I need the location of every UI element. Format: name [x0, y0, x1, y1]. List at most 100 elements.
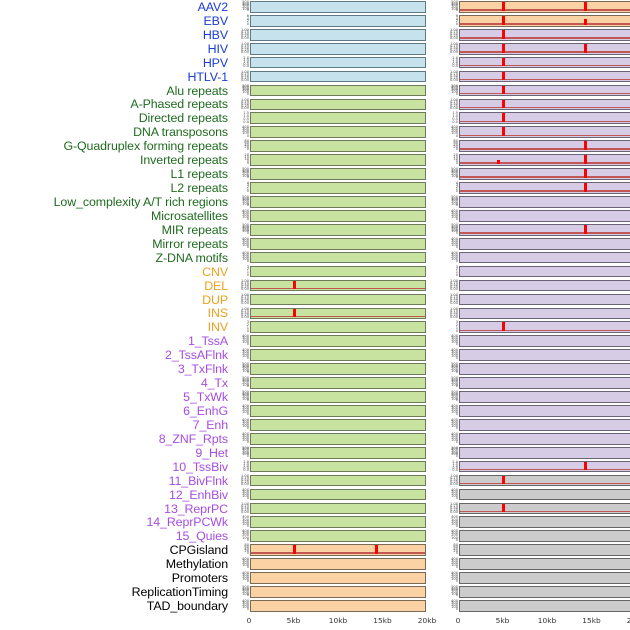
y-tick-label: 0	[246, 579, 249, 584]
y-tick-label: 2	[246, 19, 249, 24]
y-tick-label: 0	[455, 551, 458, 556]
track-row	[250, 265, 426, 278]
y-tick-label: 300	[242, 252, 249, 257]
y-tick-label: 200	[242, 561, 249, 566]
y-tick-label: 1.00	[449, 292, 458, 297]
x-tick-label: 15kb	[582, 616, 601, 625]
y-tick-label: 0.50	[449, 505, 458, 510]
y-tick-label: 100	[451, 229, 458, 234]
feature-bar	[583, 19, 587, 25]
y-tick-label: 0.75	[449, 43, 458, 48]
y-tick-label: 3	[455, 320, 458, 325]
y-tick-label: 0.00	[240, 35, 249, 40]
y-tick-label: 1.00	[449, 473, 458, 478]
y-tick-label: 300	[451, 588, 458, 593]
y-tick-label: 0.00	[240, 481, 249, 486]
track-row	[250, 377, 426, 389]
track-row	[250, 168, 426, 180]
y-tick-label: 20	[244, 153, 249, 158]
y-tick-label: 4	[246, 16, 249, 21]
track-row	[459, 265, 630, 278]
y-tick-label: 0	[246, 593, 249, 598]
y-tick-label: 200	[451, 240, 458, 245]
y-tick-label: 400	[242, 571, 249, 576]
y-tick-label: 0.25	[240, 47, 249, 52]
track-baseline	[460, 120, 630, 123]
y-tick-label: 0.0	[243, 63, 249, 68]
y-tick-label: 400	[451, 431, 458, 436]
y-tick-label: 300	[242, 198, 249, 203]
track-label: INV	[207, 320, 228, 335]
y-tick-label: 4	[455, 181, 458, 186]
y-tick-label: 500	[451, 83, 458, 88]
y-tick-label: 400	[242, 168, 249, 173]
y-tick-label: 0	[246, 328, 249, 333]
y-tick-label: 0	[455, 593, 458, 598]
y-tick-label: 100	[242, 131, 249, 136]
y-tick-label: 0.00	[449, 35, 458, 40]
y-tick-label: 300	[451, 365, 458, 370]
y-tick-label: 2.0	[452, 459, 458, 464]
feature-bar	[293, 280, 296, 290]
y-tick-label: 200	[451, 533, 458, 538]
y-tick-label: 400	[451, 417, 458, 422]
y-tick-label: 100	[451, 215, 458, 220]
y-tick-label: 100	[242, 452, 249, 457]
track-label: 11_BivFlnk	[168, 473, 228, 488]
track-label: Methylation	[165, 557, 228, 572]
y-tick-label: 300	[242, 406, 249, 411]
y-tick-label: 40	[453, 143, 458, 148]
y-tick-label: 0	[455, 22, 458, 27]
y-tick-label: 0.25	[449, 479, 458, 484]
y-tick-label: 200	[242, 450, 249, 455]
y-tick-label: 100	[451, 535, 458, 540]
y-tick-label: 200	[451, 367, 458, 372]
y-tick-label: 300	[451, 211, 458, 215]
y-tick-label: 0	[246, 91, 249, 96]
y-tick-label: 300	[242, 449, 249, 454]
y-tick-label: 0.25	[240, 298, 249, 303]
track-row	[459, 28, 630, 41]
track-label: Alu repeats	[166, 83, 228, 98]
y-tick-label: 40	[453, 547, 458, 552]
feature-bar	[496, 159, 500, 164]
track-row	[459, 600, 630, 612]
y-tick-label: 2	[455, 323, 458, 328]
y-tick-label: 200	[451, 394, 458, 399]
y-tick-label: 200	[451, 254, 458, 259]
y-tick-label: 100	[242, 229, 249, 234]
x-tick-label: 20kb	[626, 616, 630, 625]
track-row	[459, 446, 630, 459]
track-row	[250, 446, 426, 459]
track-row	[459, 516, 630, 529]
y-tick-label: 0	[246, 22, 249, 27]
y-tick-label: 0.25	[240, 33, 249, 38]
track-row	[250, 56, 426, 69]
feature-bar	[502, 127, 505, 137]
y-tick-label: 500	[451, 362, 458, 367]
x-tick-label: 20kb	[417, 616, 437, 625]
feature-bar	[502, 85, 505, 95]
panel-a-y-axis: 500 400 300 200 100 0 6 4 2 0 1.00 0.75 0.50 0.25 0.00…	[228, 0, 250, 630]
y-tick-label: 100	[242, 493, 249, 498]
feature-bar	[502, 43, 505, 53]
y-tick-label: 0	[246, 398, 249, 403]
track-row	[459, 307, 630, 320]
y-tick-label: 0.0	[452, 63, 458, 68]
track-panel-b: 500 400 300 200 100 0 6 4 2 0 1.00 0.75 0.50 0.25 0.00…	[437, 0, 630, 630]
y-tick-label: 300	[242, 588, 249, 593]
track-row	[250, 42, 426, 55]
y-tick-label: 0	[246, 175, 249, 180]
y-tick-label: 1.0	[243, 59, 249, 64]
y-tick-label: 0	[455, 161, 458, 166]
y-tick-label: 400	[451, 377, 458, 382]
track-row	[459, 558, 630, 570]
track-row	[250, 70, 426, 83]
y-tick-label: 0	[246, 370, 249, 375]
y-tick-label: 0.50	[449, 73, 458, 78]
track-label: 3_TxFlnk	[177, 362, 228, 377]
y-tick-label: 0.0	[243, 119, 249, 124]
feature-bar	[583, 169, 587, 178]
y-tick-label: 0.75	[449, 308, 458, 313]
y-tick-label: 0.75	[240, 71, 249, 76]
